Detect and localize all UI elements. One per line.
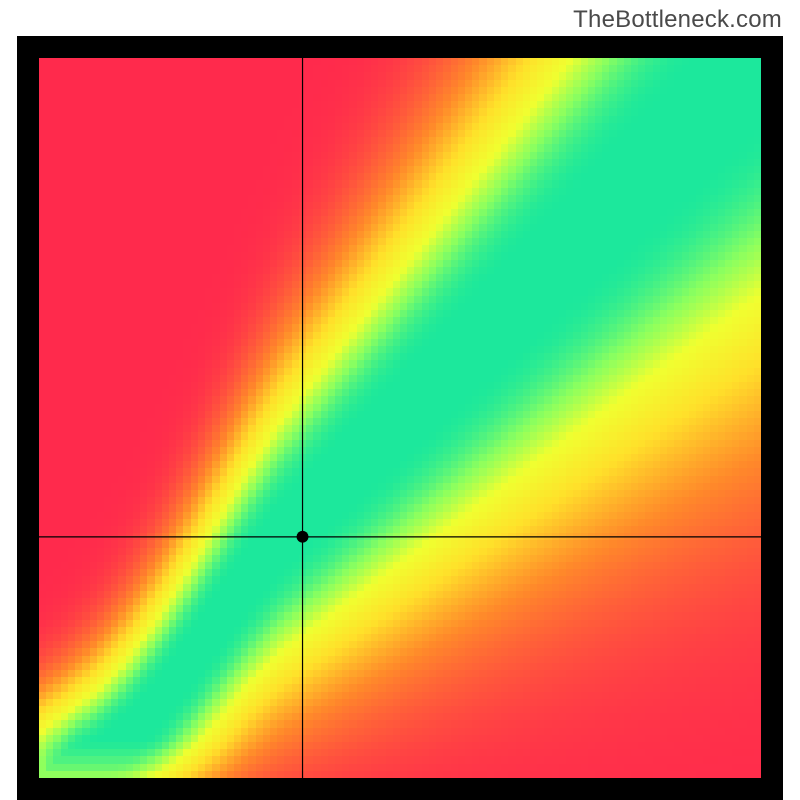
page-container: TheBottleneck.com: [0, 0, 800, 800]
watermark-text: TheBottleneck.com: [573, 6, 782, 34]
bottleneck-heatmap: [17, 36, 783, 800]
heatmap-canvas: [17, 36, 783, 800]
